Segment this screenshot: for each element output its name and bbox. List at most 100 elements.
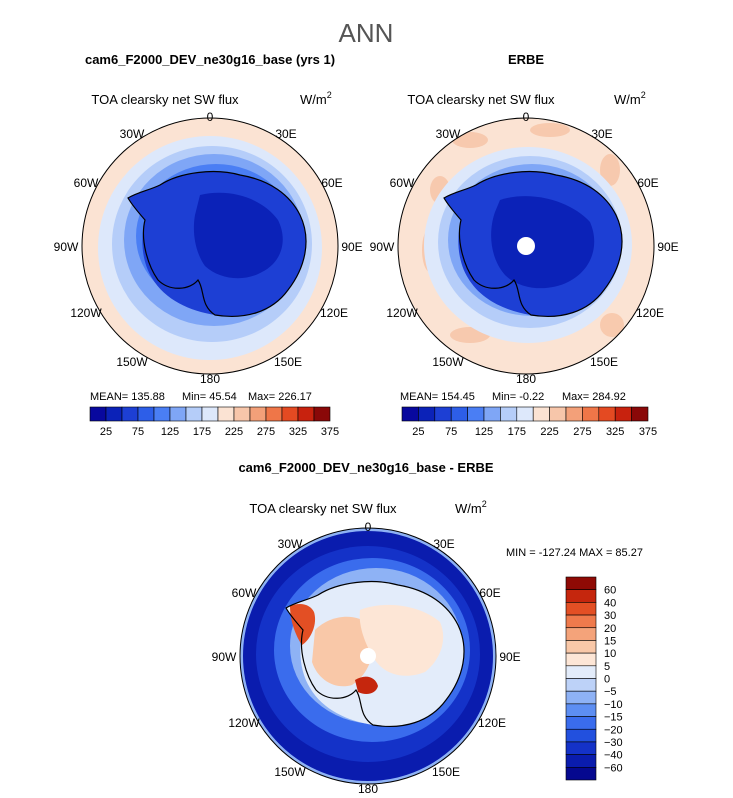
lon-label: 180 (516, 372, 536, 386)
lon-label: 60W (390, 176, 415, 190)
panel2-lon-labels: 0 30E 60E 90E 120E 150E 180 150W 120W 90… (370, 110, 679, 386)
panel2-stats: MEAN= 154.45 Min= -0.22 Max= 284.92 (400, 391, 626, 403)
colorbar-tick-label: 5 (604, 661, 610, 673)
colorbar-swatch (565, 741, 597, 755)
panel3-positive-west (312, 616, 374, 687)
panel1-units-label: W/m2 (300, 90, 332, 107)
colorbar-swatch (565, 640, 597, 654)
panel3-units-label: W/m2 (455, 499, 487, 516)
colorbar-swatch (565, 703, 597, 717)
colorbar-swatch (500, 406, 518, 422)
colorbar-tick-label: 25 (412, 426, 424, 438)
panel1-coastline (127, 171, 307, 318)
panel3-strong-west (290, 604, 316, 645)
colorbar-swatch (565, 665, 597, 679)
lon-label: 30W (436, 127, 461, 141)
colorbar-swatch (565, 614, 597, 629)
colorbar-tick-label: 325 (289, 426, 307, 438)
colorbar-tick-label: 30 (604, 610, 616, 622)
colorbar-tick-label: 125 (161, 426, 179, 438)
colorbar-tick-label: 40 (604, 597, 616, 609)
colorbar-tick-label: 225 (540, 426, 558, 438)
colorbar-tick-label: 0 (604, 674, 610, 686)
colorbar-swatch (297, 406, 315, 422)
panel2-pole-mask (517, 237, 535, 255)
panel2-units-exp: 2 (641, 90, 646, 100)
colorbar-swatch (137, 406, 155, 422)
colorbar-tick-label: 125 (475, 426, 493, 438)
panel1-units-base: W/m (300, 92, 327, 107)
panel3-border (239, 527, 497, 785)
lon-label: 150E (432, 765, 460, 779)
colorbar-tick-label: 375 (639, 426, 657, 438)
panel1-max: Max= 226.17 (248, 391, 312, 403)
colorbar-swatch (153, 406, 171, 422)
colorbar-swatch (565, 716, 597, 730)
colorbar-tick-label: 175 (193, 426, 211, 438)
lon-label: 30W (120, 127, 145, 141)
panel2-units-base: W/m (614, 92, 641, 107)
panel3-units-base: W/m (455, 501, 482, 516)
colorbar-swatch (532, 406, 550, 422)
colorbar-tick-label: 225 (225, 426, 243, 438)
colorbar-swatch (565, 576, 597, 590)
lon-label: 0 (365, 520, 372, 534)
lon-label: 60W (74, 176, 99, 190)
colorbar-swatch (582, 406, 600, 422)
colorbar-swatch (565, 406, 583, 422)
colorbar-swatch (565, 728, 597, 743)
panel1-mean: MEAN= 135.88 (90, 391, 165, 403)
panel3-minmax: MIN = -127.24 MAX = 85.27 (506, 547, 643, 559)
colorbar-swatch (201, 406, 219, 422)
panel1-units-exp: 2 (327, 90, 332, 100)
colorbar-swatch (281, 406, 299, 422)
colorbar-tick-label: 75 (445, 426, 457, 438)
panel3-lon-labels: 0 30E 60E 90E 120E 150E 180 150W 120W 90… (212, 520, 521, 796)
colorbar-tick-label: −30 (604, 737, 623, 749)
lon-label: 120W (70, 306, 102, 320)
panel2-min: Min= -0.22 (492, 391, 544, 403)
panel2-title: ERBE (508, 52, 544, 67)
colorbar-swatch (121, 406, 139, 422)
lon-label: 30E (591, 127, 612, 141)
colorbar-tick-label: −5 (604, 686, 617, 698)
colorbar-swatch (450, 406, 468, 422)
panel2-colorbar: 25 75 125 175 225 275 325 375 (401, 406, 657, 438)
colorbar-swatch (265, 406, 283, 422)
panel3-title: cam6_F2000_DEV_ne30g16_base - ERBE (238, 460, 493, 475)
colorbar-swatch (483, 406, 501, 422)
colorbar-swatch (565, 652, 597, 667)
panel3-strong-east (355, 676, 378, 694)
colorbar-swatch (516, 406, 534, 422)
panel2-map (398, 118, 654, 374)
panel1-variable-label: TOA clearsky net SW flux (91, 92, 239, 107)
panel1-min: Min= 45.54 (182, 391, 237, 403)
colorbar-swatch (105, 406, 123, 422)
colorbar-tick-label: −15 (604, 712, 623, 724)
colorbar-swatch (401, 406, 419, 422)
season-title: ANN (339, 18, 394, 48)
lon-label: 30E (433, 537, 454, 551)
panel1-colorbar: 25 75 125 175 225 275 325 375 (89, 406, 339, 438)
panel3-map (240, 528, 496, 784)
colorbar-swatch (565, 754, 597, 768)
colorbar-tick-label: −20 (604, 724, 623, 736)
colorbar-tick-label: 325 (606, 426, 624, 438)
colorbar-swatch (89, 406, 107, 422)
colorbar-tick-label: 75 (132, 426, 144, 438)
colorbar-swatch (217, 406, 235, 422)
colorbar-swatch (185, 406, 203, 422)
colorbar-tick-label: 15 (604, 635, 616, 647)
panel2-max: Max= 284.92 (562, 391, 626, 403)
lon-label: 90E (499, 650, 520, 664)
panel2-interior (491, 196, 595, 289)
lon-label: 90W (370, 240, 395, 254)
panel2-variable-label: TOA clearsky net SW flux (407, 92, 555, 107)
colorbar-swatch (249, 406, 267, 422)
lon-label: 180 (200, 372, 220, 386)
panel1-lon-labels: 0 30E 60E 90E 120E 150E 180 150W 120W 90… (54, 110, 363, 386)
colorbar-swatch (565, 678, 597, 692)
lon-label: 120W (386, 306, 418, 320)
lon-label: 150W (274, 765, 306, 779)
